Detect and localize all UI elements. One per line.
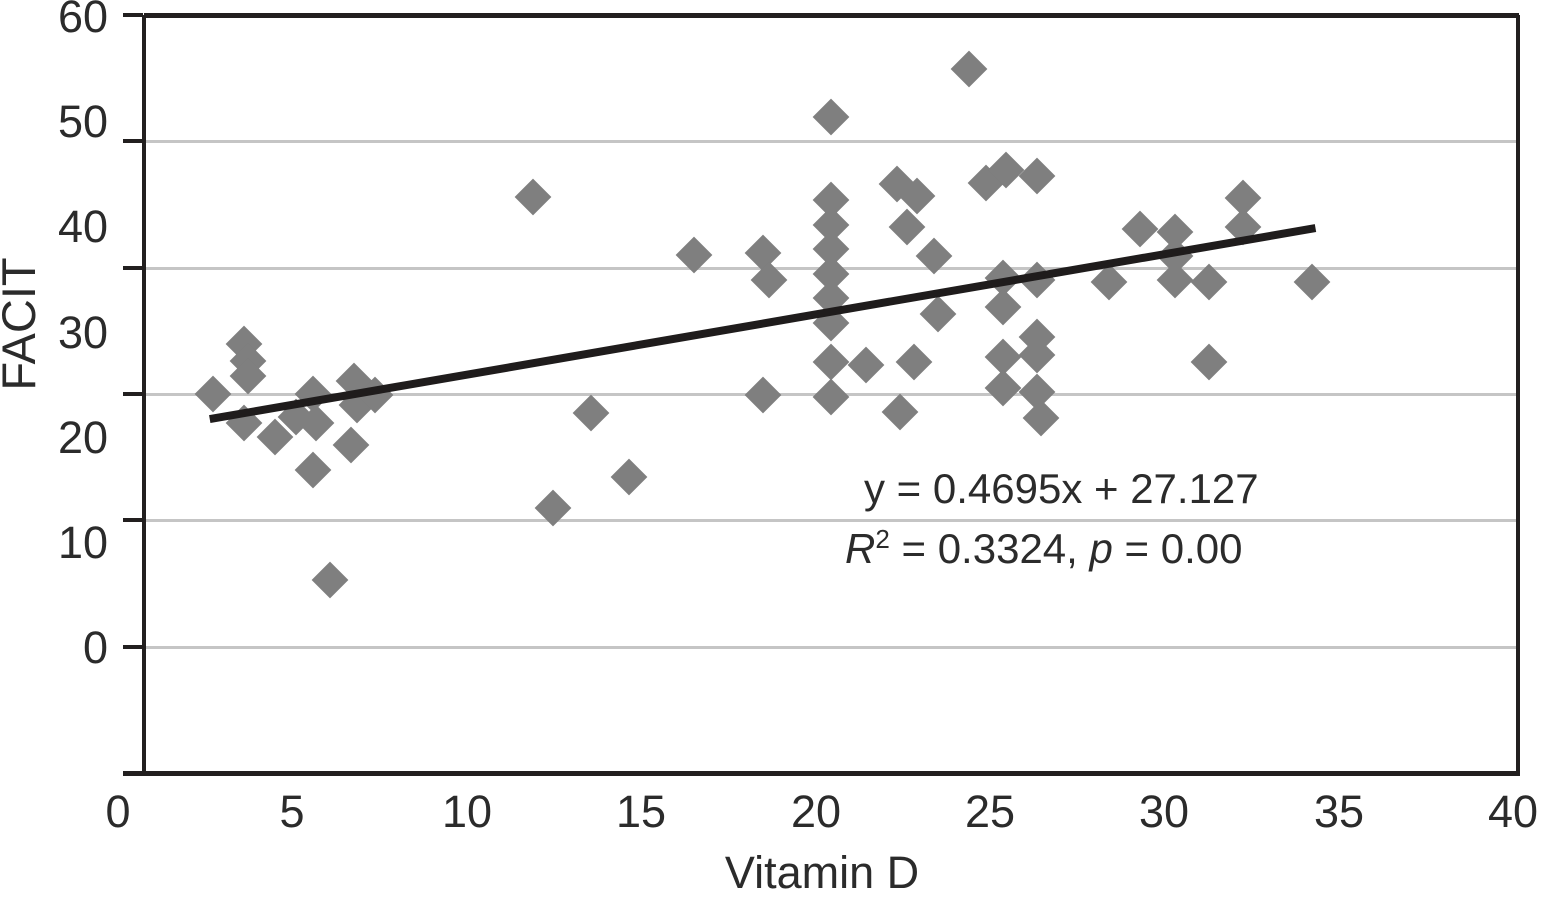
data-point <box>984 369 1022 407</box>
x-tick-label: 25 <box>964 786 1016 837</box>
y-axis-tick <box>123 518 143 522</box>
data-point <box>194 375 232 413</box>
data-point <box>744 376 782 414</box>
p-value: = 0.00 <box>1112 525 1243 572</box>
data-point <box>1190 343 1228 381</box>
data-point <box>332 426 370 464</box>
data-point <box>572 394 610 432</box>
data-point <box>1018 157 1056 195</box>
trendline-equation-text: y = 0.4695x + 27.127 <box>864 465 1259 512</box>
y-tick-label: 40 <box>57 201 108 252</box>
y-axis-tick <box>123 13 143 17</box>
gridline <box>146 140 1516 143</box>
y-axis-tick <box>123 139 143 143</box>
data-point <box>847 346 885 384</box>
data-point <box>895 343 933 381</box>
data-point <box>1022 399 1060 437</box>
data-point <box>919 295 957 333</box>
r-symbol: R <box>845 525 876 572</box>
y-axis-title: FACIT <box>0 257 45 391</box>
y-tick-label: 20 <box>57 412 108 463</box>
y-tick-label: 30 <box>57 307 108 358</box>
data-point <box>311 561 349 599</box>
x-axis <box>123 771 1520 776</box>
x-tick-label: 0 <box>105 786 131 837</box>
x-tick-label: 10 <box>441 786 493 837</box>
data-point <box>294 451 332 489</box>
r-squared-value: = 0.3324, <box>889 525 1090 572</box>
data-point <box>812 378 850 416</box>
y-tick-label: 10 <box>57 517 108 568</box>
gridline <box>146 646 1516 649</box>
data-point <box>881 393 919 431</box>
r-squared-p-value-text: R2 = 0.3324, p = 0.00 <box>845 524 1243 572</box>
data-point <box>514 178 552 216</box>
data-point <box>1121 210 1159 248</box>
data-point <box>984 288 1022 326</box>
x-tick-label: 35 <box>1313 786 1365 837</box>
p-symbol: p <box>1089 525 1113 572</box>
data-point <box>812 98 850 136</box>
x-tick-label: 40 <box>1487 786 1539 837</box>
data-point <box>610 458 648 496</box>
y-axis-tick <box>123 392 143 396</box>
data-point <box>950 50 988 88</box>
data-point <box>812 304 850 342</box>
data-point <box>812 343 850 381</box>
y-tick-label: 0 <box>82 622 108 673</box>
r-exponent: 2 <box>875 524 890 554</box>
y-axis-tick <box>123 266 143 270</box>
right-border <box>1516 15 1520 773</box>
x-tick-label: 30 <box>1138 786 1190 837</box>
x-axis-title: Vitamin D <box>724 847 920 898</box>
data-point <box>888 208 926 246</box>
x-tick-label: 5 <box>279 786 305 837</box>
gridline <box>146 519 1516 522</box>
y-axis-tick <box>123 645 143 649</box>
y-tick-label: 60 <box>57 0 108 42</box>
x-tick-label: 20 <box>790 786 842 837</box>
top-border <box>144 13 1519 18</box>
x-tick-label: 15 <box>615 786 667 837</box>
y-tick-label: 50 <box>57 96 108 147</box>
y-axis <box>142 15 146 775</box>
data-point <box>1224 208 1262 246</box>
